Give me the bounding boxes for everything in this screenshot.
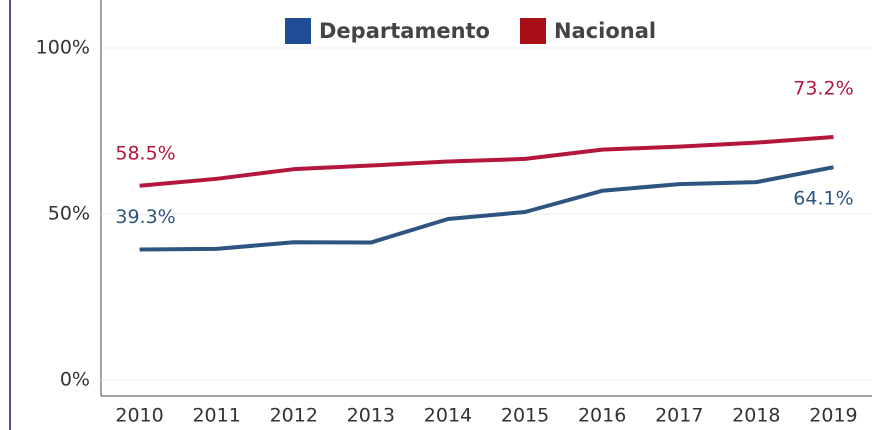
x-tick-label: 2013: [347, 405, 395, 427]
y-tick-label: 100%: [36, 37, 90, 59]
legend-swatch: [519, 18, 546, 44]
series-line: [139, 134, 834, 188]
x-tick-label: 2019: [809, 405, 857, 427]
x-tick-label: 2018: [732, 405, 780, 427]
x-tick-label: 2015: [501, 405, 549, 427]
data-label: 39.3%: [115, 206, 175, 228]
legend-label: Nacional: [554, 19, 656, 43]
legend-swatch: [285, 18, 311, 44]
x-tick-label: 2010: [115, 405, 163, 427]
y-tick-label: 50%: [48, 203, 90, 225]
data-label: 73.2%: [793, 77, 853, 99]
x-tick-label: 2017: [655, 405, 703, 427]
x-tick-label: 2011: [192, 405, 240, 427]
x-tick-label: 2016: [578, 405, 626, 427]
x-tick-label: 2014: [424, 405, 472, 427]
x-tick-label: 2012: [270, 405, 318, 427]
series-line: [139, 165, 834, 252]
data-label: 64.1%: [793, 188, 853, 210]
data-label: 58.5%: [115, 142, 175, 164]
y-tick-label: 0%: [60, 369, 90, 391]
legend-label: Departamento: [319, 19, 490, 43]
